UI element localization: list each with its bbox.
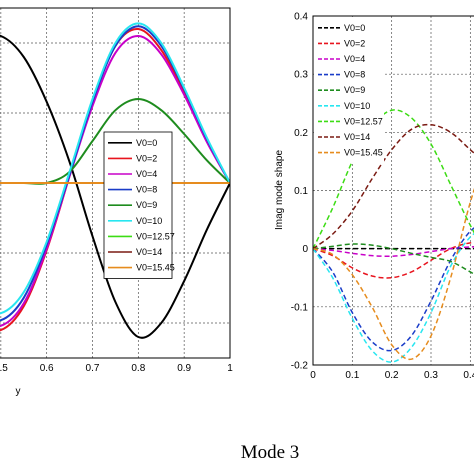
x-tick-label: 0.5: [0, 363, 8, 374]
legend-label: V0=0: [344, 23, 365, 33]
legend-label: V0=9: [344, 85, 365, 95]
legend-label: V0=0: [136, 138, 157, 148]
y-tick-label: 0.4: [294, 12, 308, 23]
legend-box: [103, 131, 173, 279]
right-chart: 00.10.20.30.40.40.30.20.10-0.1-0.2V0=0V0…: [274, 12, 474, 381]
y-tick-label: -0.1: [291, 302, 309, 313]
series-group: [0, 22, 230, 339]
x-tick-label: 0.1: [345, 370, 359, 381]
series-line-5: [313, 243, 474, 275]
x-tick-label: 0.6: [40, 363, 54, 374]
series-line-7: [313, 109, 474, 249]
legend-label: V0=4: [136, 169, 157, 179]
plot-frame: [312, 15, 474, 366]
legend-label: V0=15.45: [344, 148, 383, 158]
x-tick-label: 0: [310, 370, 316, 381]
series-line-3: [313, 245, 474, 258]
series-line-8: [313, 123, 474, 250]
x-tick-label: 0.7: [86, 363, 100, 374]
x-tick-label: 1: [227, 363, 233, 374]
x-tick-label: 0.2: [385, 370, 399, 381]
series-line-4: [313, 227, 474, 352]
legend-label: V0=14: [344, 132, 370, 142]
left-chart: 0.5 0.6 0.7 0.8 0.9 1 V0=0 V0=2 V0=4 V0=8 V0=9 V0=1…: [0, 7, 233, 397]
plot-frame: [0, 7, 231, 359]
legend-label: V0=10: [344, 101, 370, 111]
x-tick-label: 0.8: [131, 363, 145, 374]
series-line-6: [313, 232, 474, 363]
legend-label: V0=12.57: [344, 116, 383, 126]
legend-label: V0=14: [136, 247, 162, 257]
y-tick-label: -0.2: [291, 361, 309, 372]
legend: V0=0 V0=2 V0=4 V0=8 V0=9 V0=10 V0=12.57 V0=14 V0…: [103, 131, 175, 279]
legend-label: V0=2: [136, 153, 157, 163]
legend: V0=0 V0=2 V0=4 V0=8 V0=9 V0=10 V0=12.57 V0=14 V0…: [314, 17, 384, 164]
x-tick-label: 0.9: [177, 363, 191, 374]
figure-caption: Mode 3: [241, 442, 300, 463]
legend-label: V0=2: [344, 38, 365, 48]
series-line-1: [0, 34, 230, 339]
legend-label: V0=8: [344, 70, 365, 80]
series-line-9: [313, 187, 474, 361]
legend-label: V0=8: [136, 185, 157, 195]
x-axis-label: y: [16, 386, 21, 397]
y-tick-label: 0.2: [294, 128, 308, 139]
x-tick-label: 0.3: [424, 370, 438, 381]
y-axis-label: Imag mode shape: [274, 150, 285, 230]
legend-label: V0=10: [136, 216, 162, 226]
y-tick-label: 0: [302, 244, 308, 255]
series-line-6: [0, 22, 230, 315]
legend-label: V0=4: [344, 54, 365, 64]
series-group: [313, 109, 474, 363]
series-line-2: [313, 241, 474, 279]
legend-label: V0=15.45: [136, 263, 175, 273]
y-tick-label: 0.3: [294, 70, 308, 81]
x-tick-label: 0.4: [463, 370, 474, 381]
legend-label: V0=9: [136, 200, 157, 210]
legend-label: V0=12.57: [136, 231, 175, 241]
y-tick-label: 0.1: [294, 186, 308, 197]
series-line-3: [0, 34, 230, 328]
